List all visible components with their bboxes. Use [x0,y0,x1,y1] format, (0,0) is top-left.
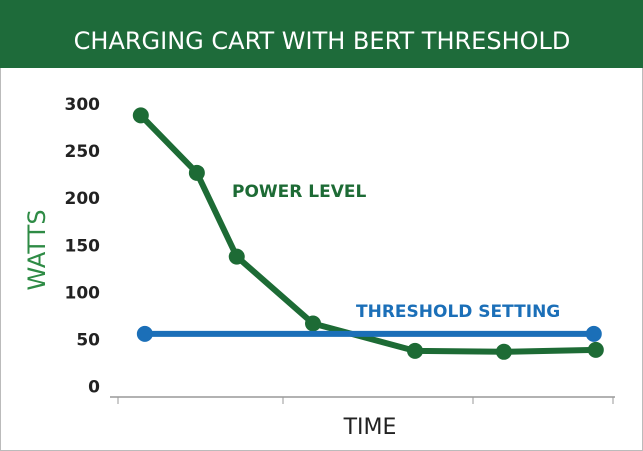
y-tick-label: 300 [65,95,101,115]
series-label: THRESHOLD SETTING [356,302,560,322]
data-point [587,341,604,358]
y-tick-label: 0 [88,378,100,398]
y-tick-label: 150 [65,236,101,256]
y-tick-label: 100 [65,283,101,303]
series-label: POWER LEVEL [232,182,366,202]
data-point [132,107,149,124]
data-point [305,315,322,332]
y-tick-label: 200 [65,189,101,209]
title-bar [0,0,643,68]
y-axis-label: WATTS [23,209,51,290]
data-point [407,342,424,359]
x-axis-label: TIME [343,415,397,440]
data-point [495,343,512,360]
y-tick-label: 250 [65,142,101,162]
y-tick-label: 50 [76,330,100,350]
data-point [136,325,153,342]
data-point [585,325,602,342]
chart-title: CHARGING CART WITH BERT THRESHOLD [74,27,571,55]
data-point [228,248,245,265]
data-point [188,164,205,181]
